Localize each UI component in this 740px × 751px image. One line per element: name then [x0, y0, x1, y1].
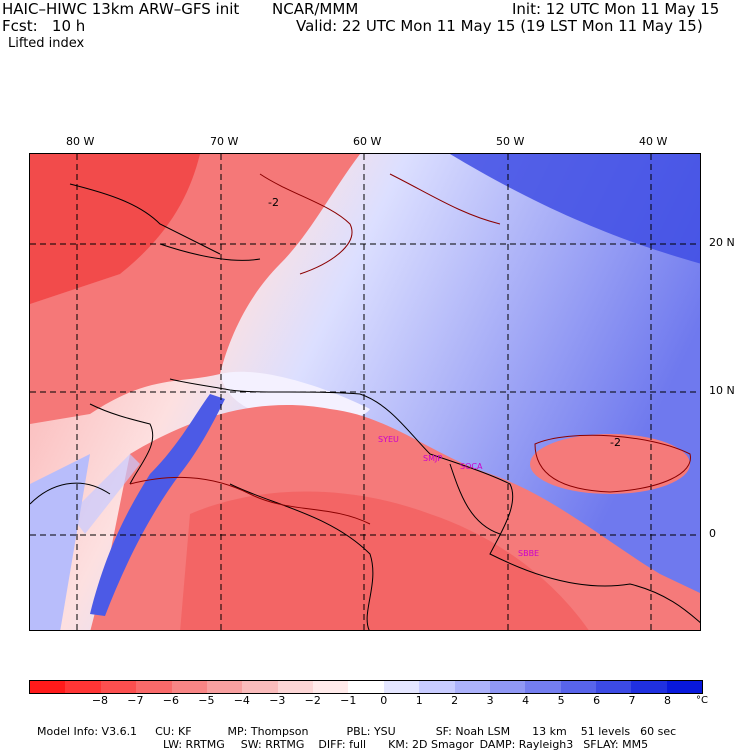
station-smjp: SMJP: [423, 454, 442, 463]
colorbar-tick-label: −2: [304, 694, 321, 707]
stable-region-ne: [450, 154, 700, 264]
colorbar-tick-label: −6: [162, 694, 179, 707]
lat-label-10n: 10 N: [709, 384, 735, 397]
map-canvas: -2 -2 SYEU SMJP SOCA SBBE: [30, 154, 700, 630]
unstable-region-amazon: [180, 491, 589, 630]
lat-label-20n: 20 N: [709, 236, 735, 249]
colorbar-segment: [313, 681, 349, 693]
stable-streak-andes: [90, 394, 225, 616]
colorbar-segment: [30, 681, 66, 693]
colorbar-tick-label: 5: [557, 694, 565, 707]
colorbar-segment: [666, 681, 703, 693]
lon-label-70w: 70 W: [210, 135, 239, 148]
surface-scheme: SF: Noah LSM: [435, 725, 511, 738]
colorbar-tick-label: 4: [522, 694, 530, 707]
lon-label-80w: 80 W: [66, 135, 95, 148]
colorbar-tick-label: −5: [198, 694, 215, 707]
colorbar-segment: [631, 681, 667, 693]
stable-region-pacific-west: [30, 454, 90, 630]
colorbar-tick-label: 2: [451, 694, 459, 707]
vertical-levels: 51 levels: [580, 725, 631, 738]
valid-time: Valid: 22 UTC Mon 11 May 15 (19 LST Mon …: [296, 17, 703, 35]
cumulus-scheme: CU: KF: [155, 725, 192, 738]
colorbar: [29, 680, 703, 694]
colorbar-segment: [525, 681, 561, 693]
station-syeu: SYEU: [378, 435, 399, 444]
colorbar-segment: [419, 681, 455, 693]
colorbar-segment: [100, 681, 137, 693]
lon-label-50w: 50 W: [496, 135, 525, 148]
lon-label-40w: 40 W: [639, 135, 668, 148]
colorbar-segment: [383, 681, 420, 693]
station-soca: SOCA: [460, 462, 483, 471]
colorbar-tick-label: −4: [233, 694, 250, 707]
lon-label-60w: 60 W: [353, 135, 382, 148]
init-time: Init: 12 UTC Mon 11 May 15: [512, 0, 720, 18]
colorbar-tick-label: −7: [127, 694, 144, 707]
colorbar-segment: [454, 681, 490, 693]
grid-spacing: 13 km: [532, 725, 567, 738]
stable-region-pacific: [70, 454, 140, 534]
forecast-hour: Fcst: 10 h: [2, 17, 86, 35]
field-name: Lifted index: [8, 36, 85, 51]
model-version: Model Info: V3.6.1: [37, 725, 138, 738]
colorbar-tick-label: −3: [269, 694, 286, 707]
colorbar-tick-label: 3: [486, 694, 494, 707]
colorbar-segment: [277, 681, 313, 693]
model-info-line1: Model Info: V3.6.1 CU: KF MP: Thompson PBL:…: [30, 712, 676, 738]
pbl-scheme: PBL: YSU: [346, 725, 396, 738]
colorbar-segment: [65, 681, 101, 693]
microphysics-scheme: MP: Thompson: [227, 725, 309, 738]
colorbar-segment: [596, 681, 632, 693]
colorbar-segment: [206, 681, 243, 693]
colorbar-segment: [242, 681, 278, 693]
station-sbbe: SBBE: [518, 549, 539, 558]
colorbar-segment: [489, 681, 526, 693]
contour-lines: [129, 173, 691, 525]
model-info-line2: LW: RRTMG SW: RRTMG DIFF: full KM: 2D Smago…: [156, 725, 648, 751]
colorbar-tick-label: −1: [340, 694, 357, 707]
colorbar-segment: [171, 681, 207, 693]
colorbar-tick-label: 0: [380, 694, 388, 707]
colorbar-tick-label: 7: [628, 694, 636, 707]
time-step: 60 sec: [640, 725, 677, 738]
graticule: [30, 154, 700, 630]
colorbar-tick-label: 6: [593, 694, 601, 707]
colorbar-tick-label: −8: [91, 694, 109, 707]
unstable-blob-atlantic: [530, 434, 690, 494]
coastlines: [30, 183, 700, 630]
model-title: HAIC–HIWC 13km ARW–GFS init: [2, 0, 240, 18]
colorbar-segment: [560, 681, 596, 693]
organization-label: NCAR/MMM: [272, 0, 359, 18]
contour-label: -2: [268, 196, 279, 209]
colorbar-unit: °C: [696, 695, 708, 706]
lat-label-0: 0: [709, 527, 716, 540]
colorbar-segment: [136, 681, 172, 693]
unstable-region-core: [30, 154, 200, 304]
colorbar-segment: [348, 681, 384, 693]
colorbar-tick-label: 8: [664, 694, 672, 707]
contour-label-atlantic: -2: [610, 436, 621, 449]
lifted-index-map: -2 -2 SYEU SMJP SOCA SBBE: [29, 153, 701, 631]
colorbar-tick-label: 1: [415, 694, 423, 707]
